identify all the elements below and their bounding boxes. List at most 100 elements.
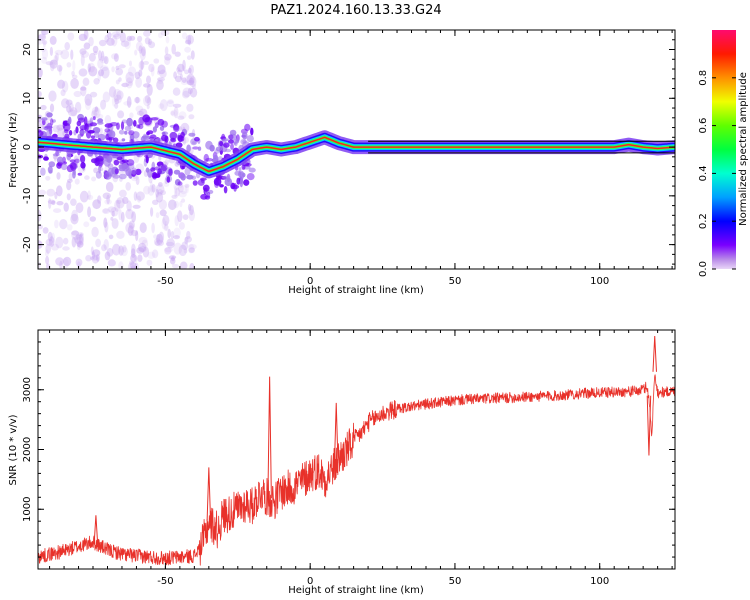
noise-blob	[102, 192, 112, 200]
cluster-blob	[243, 179, 250, 186]
noise-blob	[115, 79, 120, 85]
cluster-blob	[41, 117, 48, 121]
noise-blob	[121, 211, 125, 223]
cluster-blob	[219, 141, 224, 147]
noise-blob	[158, 199, 167, 210]
noise-blob	[180, 79, 188, 86]
snr-spike	[333, 402, 339, 463]
noise-blob	[177, 69, 183, 76]
noise-blob	[80, 50, 90, 58]
noise-blob	[153, 58, 160, 64]
noise-blob	[182, 90, 190, 99]
noise-blob	[185, 184, 190, 194]
noise-blob	[168, 199, 177, 211]
noise-blob	[74, 234, 84, 245]
cluster-blob	[192, 141, 196, 145]
noise-blob	[155, 239, 164, 247]
colorbar-tick-label: 0.2	[698, 213, 709, 229]
noise-blob	[187, 243, 195, 254]
noise-blob	[106, 247, 114, 257]
noise-blob	[185, 75, 193, 84]
noise-blob	[64, 42, 70, 51]
cluster-blob	[131, 167, 137, 175]
noise-blob	[133, 191, 138, 201]
noise-blob	[151, 222, 155, 234]
cluster-blob	[106, 155, 113, 163]
spectrogram-x-axis-label: Height of straight line (km)	[288, 285, 424, 296]
noise-blob	[138, 60, 145, 70]
noise-blob	[138, 242, 147, 252]
cluster-blob	[161, 131, 169, 136]
noise-blob	[168, 255, 177, 260]
noise-blob	[152, 199, 159, 205]
noise-blob	[190, 50, 195, 60]
noise-blob	[126, 96, 132, 108]
noise-blob	[113, 53, 119, 62]
noise-blob	[66, 105, 72, 113]
cluster-blob	[240, 139, 247, 145]
cluster-blob	[94, 130, 100, 139]
noise-blob	[41, 56, 48, 64]
noise-blob	[83, 42, 91, 50]
noise-blob	[137, 35, 143, 43]
noise-blob	[38, 114, 42, 123]
noise-blob	[146, 104, 150, 110]
cluster-blob	[118, 167, 126, 172]
colorbar-tick-label: 0.8	[698, 70, 709, 86]
noise-blob	[159, 99, 168, 112]
noise-blob	[188, 209, 195, 222]
noise-blob	[159, 69, 167, 78]
spectrogram-heatmap	[38, 30, 675, 269]
cluster-blob	[74, 158, 80, 164]
noise-blob	[57, 79, 66, 89]
noise-blob	[107, 206, 117, 213]
noise-blob	[134, 71, 141, 80]
noise-blob	[105, 181, 114, 193]
cluster-blob	[133, 120, 137, 127]
cluster-blob	[213, 177, 222, 186]
cluster-blob	[145, 167, 150, 173]
noise-blob	[116, 230, 125, 239]
cluster-blob	[244, 123, 251, 131]
spectrogram-y-tick-label: -10	[22, 188, 33, 204]
noise-blob	[148, 63, 155, 73]
noise-blob	[164, 53, 172, 61]
noise-blob	[66, 193, 71, 201]
noise-blob	[129, 260, 135, 266]
noise-blob	[119, 32, 126, 43]
noise-blob	[135, 191, 145, 201]
noise-blob	[80, 85, 87, 97]
noise-blob	[136, 195, 142, 203]
snr-x-axis-label: Height of straight line (km)	[288, 585, 424, 596]
noise-blob	[98, 39, 107, 47]
noise-blob	[45, 256, 50, 265]
snr-x-tick-label: 50	[449, 576, 462, 587]
cluster-blob	[160, 164, 168, 172]
noise-blob	[159, 209, 167, 217]
noise-blob	[151, 249, 159, 259]
noise-blob	[147, 185, 155, 196]
noise-blob	[143, 83, 151, 88]
noise-blob	[84, 98, 92, 111]
noise-blob	[188, 77, 195, 84]
noise-blob	[38, 189, 47, 196]
noise-blob	[132, 204, 141, 209]
noise-blob	[188, 244, 197, 250]
snr-series	[38, 335, 675, 566]
noise-blob	[55, 257, 64, 266]
noise-blob	[40, 104, 47, 111]
cluster-blob	[60, 163, 68, 171]
noise-blob	[49, 59, 58, 69]
cluster-blob	[118, 173, 127, 180]
cluster-blob	[205, 157, 213, 162]
cluster-blob	[149, 134, 157, 139]
noise-blob	[184, 236, 192, 243]
noise-blob	[88, 36, 94, 47]
noise-blob	[129, 262, 137, 269]
noise-blob	[78, 233, 83, 239]
noise-blob	[70, 107, 78, 117]
noise-blob	[153, 238, 161, 246]
cluster-blob	[169, 131, 178, 140]
noise-blob	[144, 37, 151, 45]
noise-blob	[131, 243, 136, 256]
